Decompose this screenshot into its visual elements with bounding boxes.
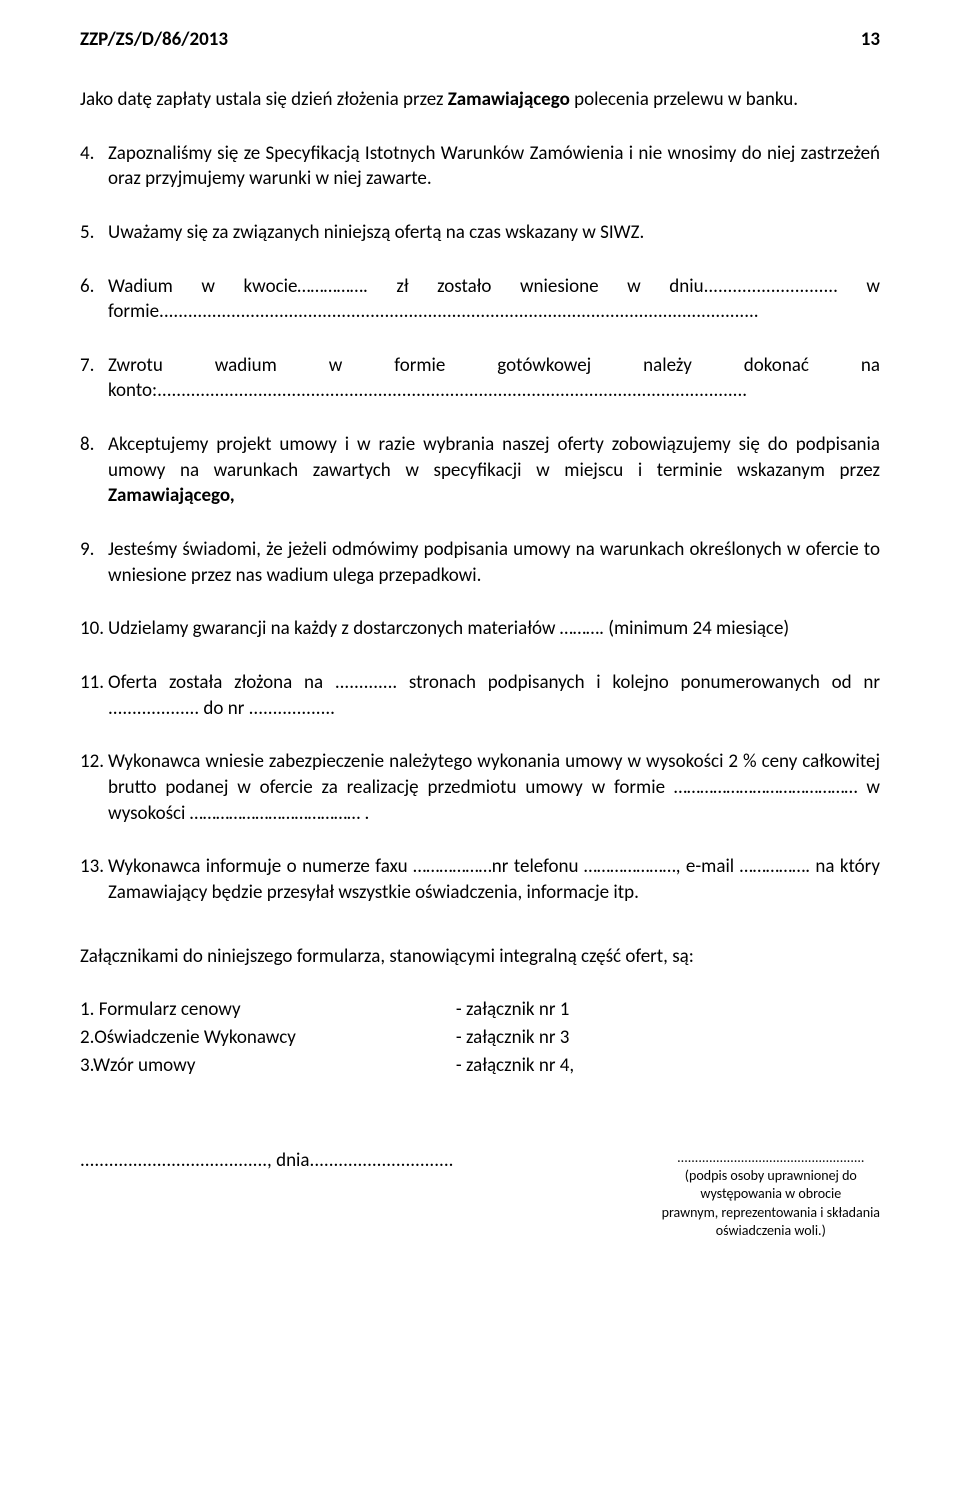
item-9: Jesteśmy świadomi, że jeżeli odmówimy po… [80, 537, 880, 588]
signature-line-1: (podpis osoby uprawnionej do [662, 1167, 880, 1185]
item-11: Oferta została złożona na ............. … [80, 670, 880, 721]
attachment-name: 2.Oświadczenie Wykonawcy [80, 1024, 336, 1052]
item-8-prefix: Akceptujemy projekt umowy i w razie wybr… [108, 433, 880, 482]
signature-line-2: występowania w obrocie [662, 1185, 880, 1203]
item-13: Wykonawca informuje o numerze faxu ……………… [80, 854, 880, 905]
page-container: ZZP/ZS/D/86/2013 13 Jako datę zapłaty us… [0, 0, 960, 1280]
intro-suffix: polecenia przelewu w banku. [570, 88, 798, 111]
intro-paragraph: Jako datę zapłaty ustala się dzień złoże… [80, 87, 880, 113]
attachment-row: 2.Oświadczenie Wykonawcy - załącznik nr … [80, 1024, 614, 1052]
item-6: Wadium w kwocie……………. zł zostało wniesio… [80, 274, 880, 325]
item-10: Udzielamy gwarancji na każdy z dostarczo… [80, 616, 880, 642]
date-signature-row: .......................................,… [80, 1149, 880, 1240]
attachment-ref: - załącznik nr 1 [336, 996, 614, 1024]
doc-reference: ZZP/ZS/D/86/2013 [80, 28, 228, 51]
attachment-name: 1. Formularz cenowy [80, 996, 336, 1024]
signature-line-3: prawnym, reprezentowania i składania [662, 1204, 880, 1222]
attachment-ref: - załącznik nr 3 [336, 1024, 614, 1052]
page-number: 13 [861, 28, 880, 51]
attachments-list: 1. Formularz cenowy - załącznik nr 1 2.O… [80, 996, 614, 1079]
intro-bold: Zamawiającego [448, 88, 570, 111]
item-12: Wykonawca wniesie zabezpieczenie należyt… [80, 749, 880, 826]
date-line: .......................................,… [80, 1149, 453, 1240]
item-8-bold: Zamawiającego, [108, 484, 235, 507]
attachments-intro: Załącznikami do niniejszego formularza, … [80, 945, 880, 968]
item-5: Uważamy się za związanych niniejszą ofer… [80, 220, 880, 246]
item-7: Zwrotu wadium w formie gotówkowej należy… [80, 353, 880, 404]
item-4: Zapoznaliśmy się ze Specyfikacją Istotny… [80, 141, 880, 192]
signature-line-4: oświadczenia woli.) [662, 1222, 880, 1240]
attachment-name: 3.Wzór umowy [80, 1052, 336, 1080]
intro-prefix: Jako datę zapłaty ustala się dzień złoże… [80, 88, 448, 111]
item-8: Akceptujemy projekt umowy i w razie wybr… [80, 432, 880, 509]
attachment-row: 1. Formularz cenowy - załącznik nr 1 [80, 996, 614, 1024]
page-header: ZZP/ZS/D/86/2013 13 [80, 28, 880, 51]
numbered-list: Zapoznaliśmy się ze Specyfikacją Istotny… [80, 141, 880, 906]
signature-block: ........................................… [662, 1149, 880, 1240]
attachment-row: 3.Wzór umowy - załącznik nr 4, [80, 1052, 614, 1080]
signature-dots: ........................................… [662, 1149, 880, 1167]
attachment-ref: - załącznik nr 4, [336, 1052, 614, 1080]
